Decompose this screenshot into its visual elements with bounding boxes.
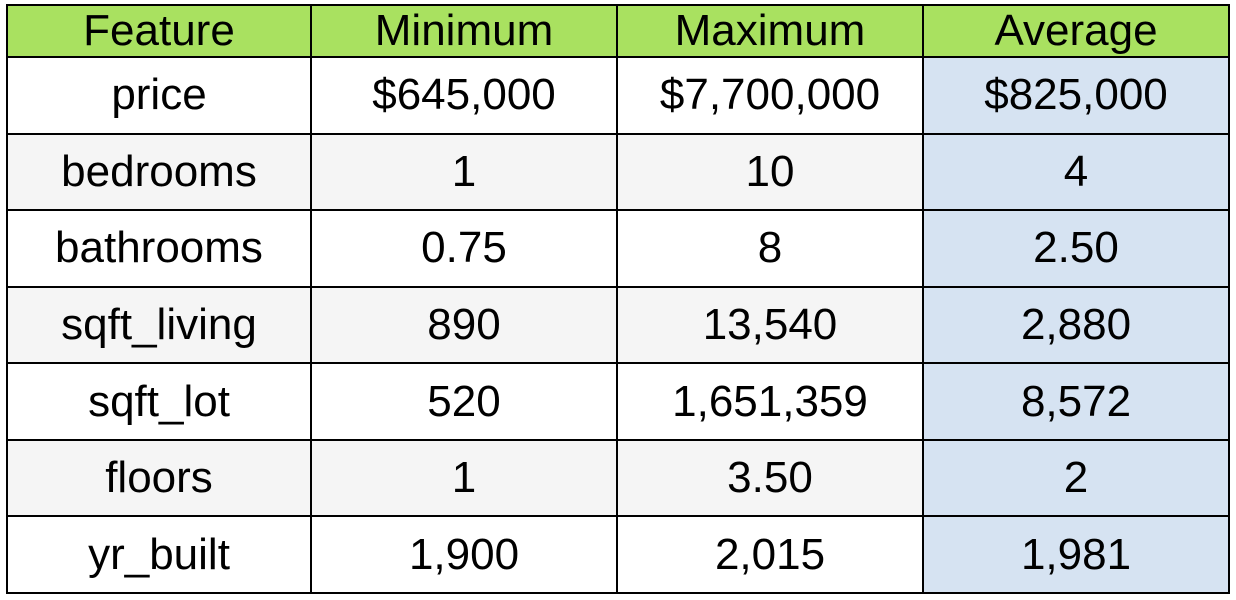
feature-cell: price bbox=[6, 56, 312, 135]
feature-cell: bathrooms bbox=[6, 209, 312, 288]
average-cell: 1,981 bbox=[922, 515, 1230, 594]
maximum-cell: 13,540 bbox=[616, 285, 924, 365]
feature-cell: bedrooms bbox=[6, 132, 312, 212]
table-body: price $645,000 $7,700,000 $825,000 bedro… bbox=[6, 56, 1230, 594]
minimum-cell: $645,000 bbox=[310, 56, 618, 135]
minimum-cell: 1 bbox=[310, 438, 618, 518]
maximum-cell: 2,015 bbox=[616, 515, 924, 594]
header-minimum: Minimum bbox=[310, 4, 618, 58]
maximum-cell: 10 bbox=[616, 132, 924, 212]
header-feature: Feature bbox=[6, 4, 312, 58]
maximum-cell: 8 bbox=[616, 209, 924, 288]
table-row: sqft_living 890 13,540 2,880 bbox=[6, 285, 1230, 365]
feature-statistics-table: Feature Minimum Maximum Average price $6… bbox=[6, 4, 1230, 594]
header-maximum: Maximum bbox=[616, 4, 924, 58]
average-cell: $825,000 bbox=[922, 56, 1230, 135]
average-cell: 4 bbox=[922, 132, 1230, 212]
average-cell: 8,572 bbox=[922, 362, 1230, 441]
table-header: Feature Minimum Maximum Average bbox=[6, 4, 1230, 58]
table-row: floors 1 3.50 2 bbox=[6, 438, 1230, 518]
average-cell: 2.50 bbox=[922, 209, 1230, 288]
maximum-cell: $7,700,000 bbox=[616, 56, 924, 135]
maximum-cell: 1,651,359 bbox=[616, 362, 924, 441]
minimum-cell: 1 bbox=[310, 132, 618, 212]
table-row: sqft_lot 520 1,651,359 8,572 bbox=[6, 362, 1230, 441]
minimum-cell: 1,900 bbox=[310, 515, 618, 594]
minimum-cell: 0.75 bbox=[310, 209, 618, 288]
minimum-cell: 520 bbox=[310, 362, 618, 441]
minimum-cell: 890 bbox=[310, 285, 618, 365]
maximum-cell: 3.50 bbox=[616, 438, 924, 518]
header-row: Feature Minimum Maximum Average bbox=[6, 4, 1230, 58]
header-average: Average bbox=[922, 4, 1230, 58]
table-row: bedrooms 1 10 4 bbox=[6, 132, 1230, 212]
feature-cell: yr_built bbox=[6, 515, 312, 594]
average-cell: 2,880 bbox=[922, 285, 1230, 365]
feature-cell: floors bbox=[6, 438, 312, 518]
feature-cell: sqft_lot bbox=[6, 362, 312, 441]
table-row: price $645,000 $7,700,000 $825,000 bbox=[6, 56, 1230, 135]
feature-cell: sqft_living bbox=[6, 285, 312, 365]
average-cell: 2 bbox=[922, 438, 1230, 518]
table-row: yr_built 1,900 2,015 1,981 bbox=[6, 515, 1230, 594]
table-row: bathrooms 0.75 8 2.50 bbox=[6, 209, 1230, 288]
